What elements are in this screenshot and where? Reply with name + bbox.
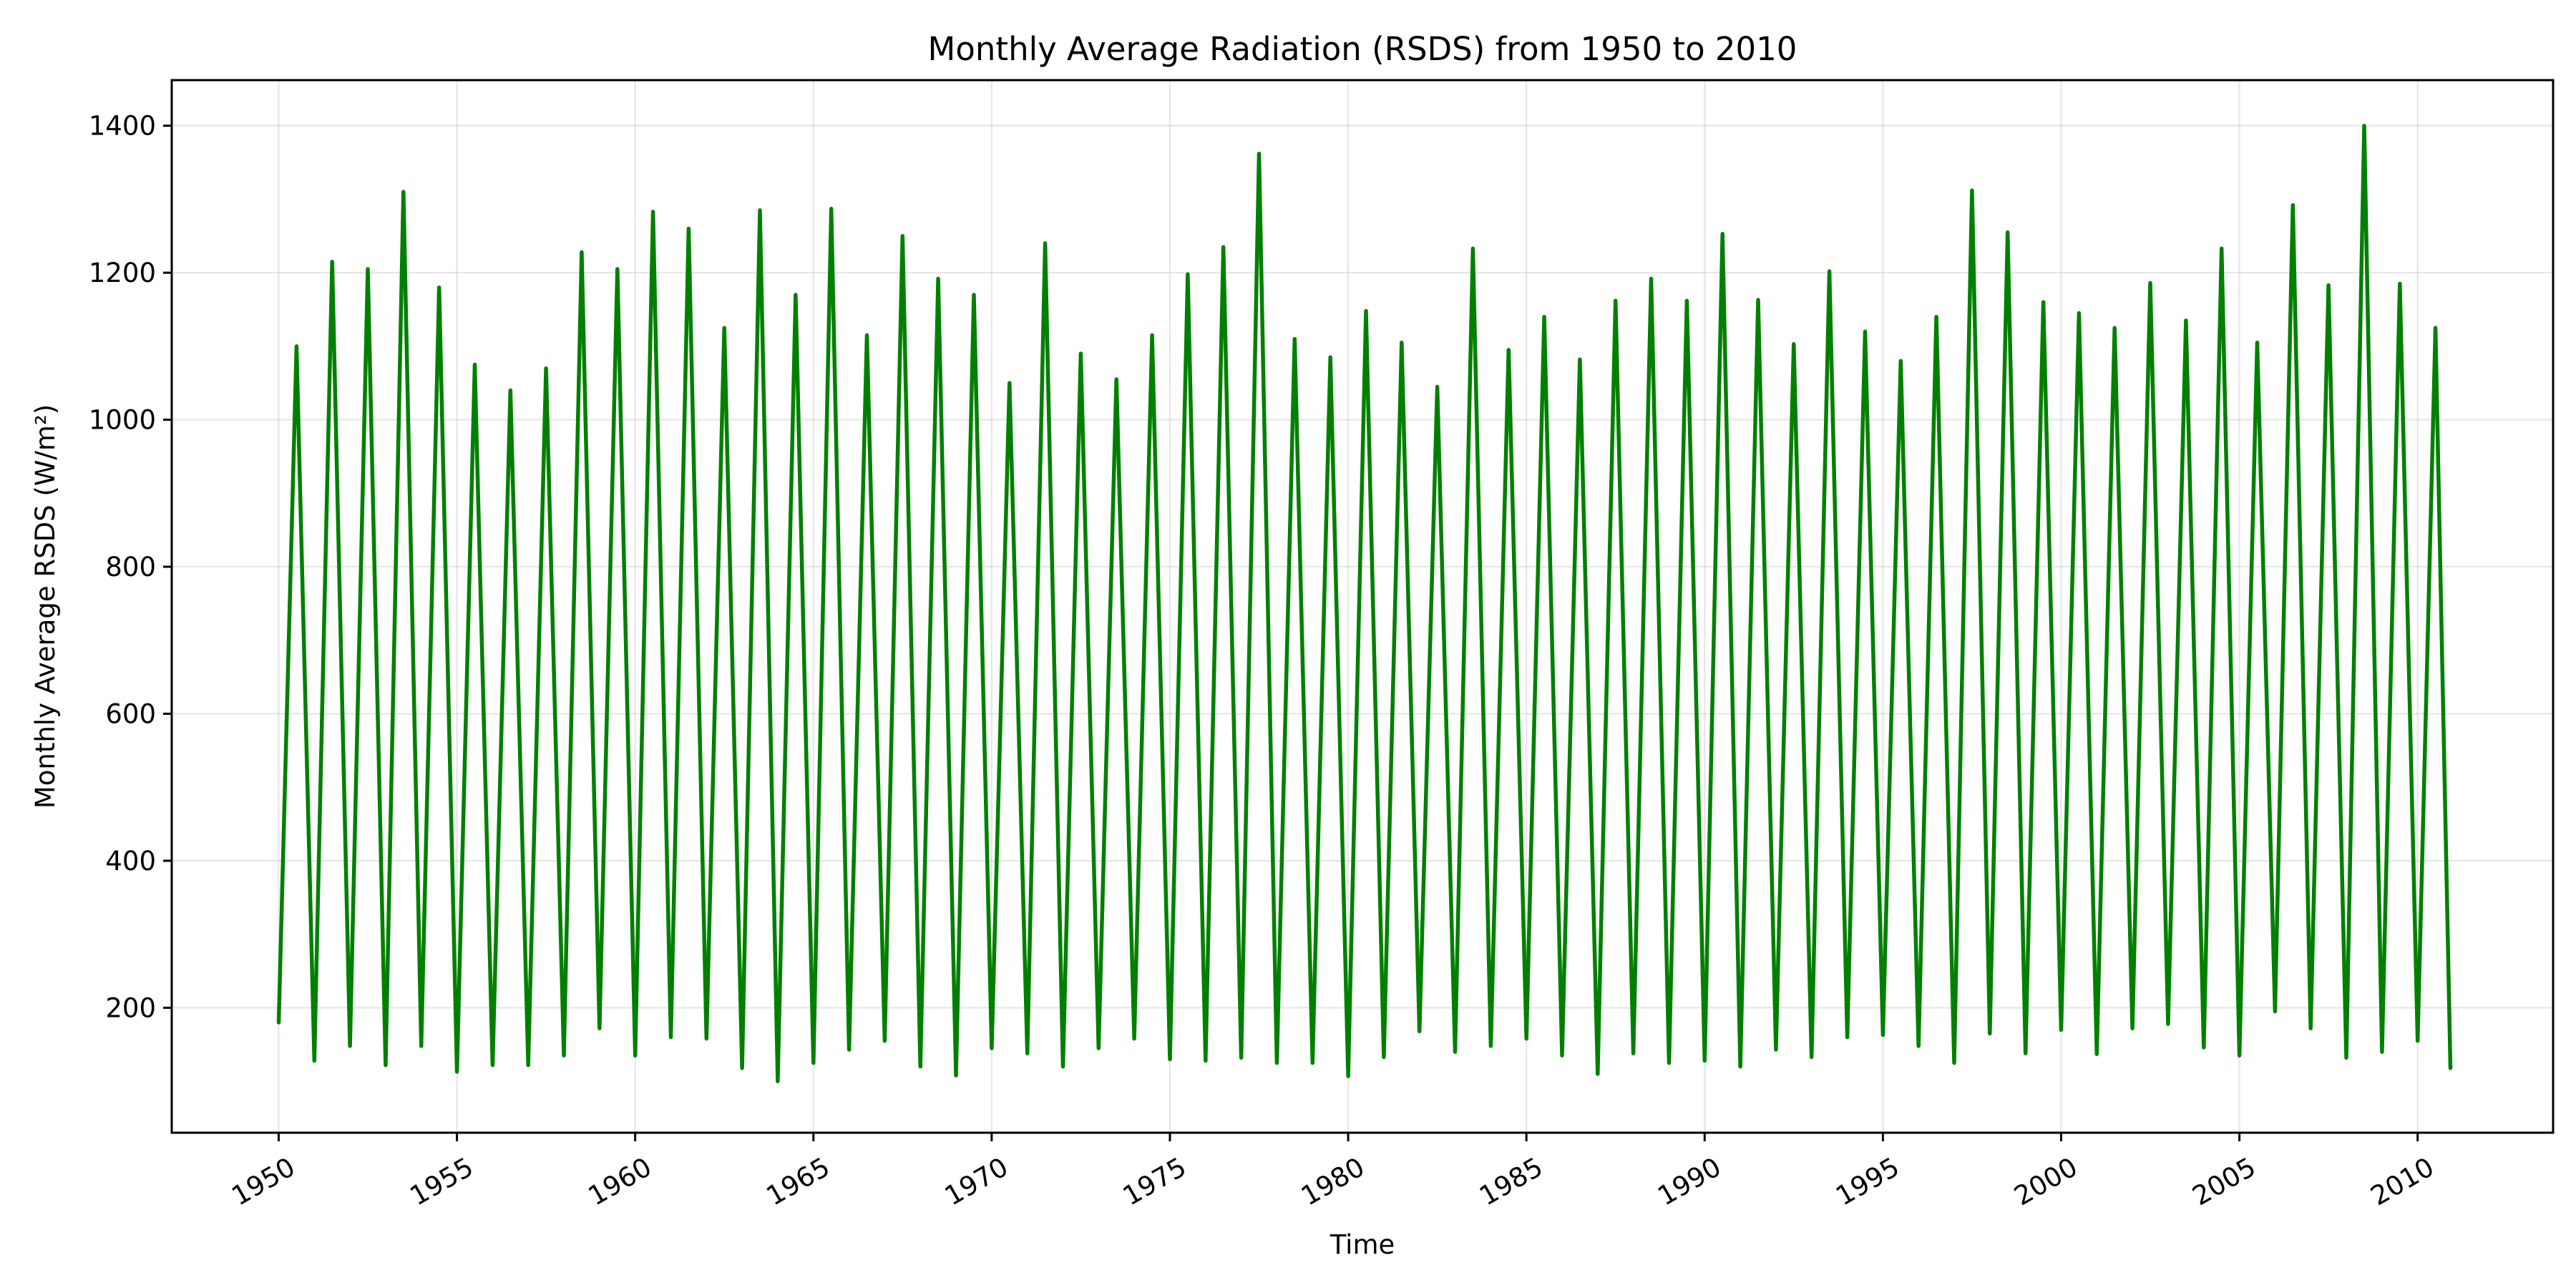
y-axis-ticks: 200 400 600 800 1000 1200 1400 [89,111,172,1023]
plot-frame [170,79,2555,1134]
series-layer [276,123,2453,1083]
y-tick-label: 200 [105,992,156,1023]
y-axis-label: Monthly Average RSDS (W/m²) [30,404,61,809]
chart-title: Monthly Average Radiation (RSDS) from 19… [928,30,1797,68]
y-tick-label: 1200 [89,258,156,288]
x-axis-label: Time [1330,1229,1395,1260]
y-tick-label: 800 [105,552,156,582]
y-tick-label: 400 [105,846,156,877]
y-tick-label: 600 [105,698,156,729]
y-tick-label: 1000 [89,405,156,436]
y-tick-label: 1400 [89,111,156,142]
series-line [276,123,2453,1083]
